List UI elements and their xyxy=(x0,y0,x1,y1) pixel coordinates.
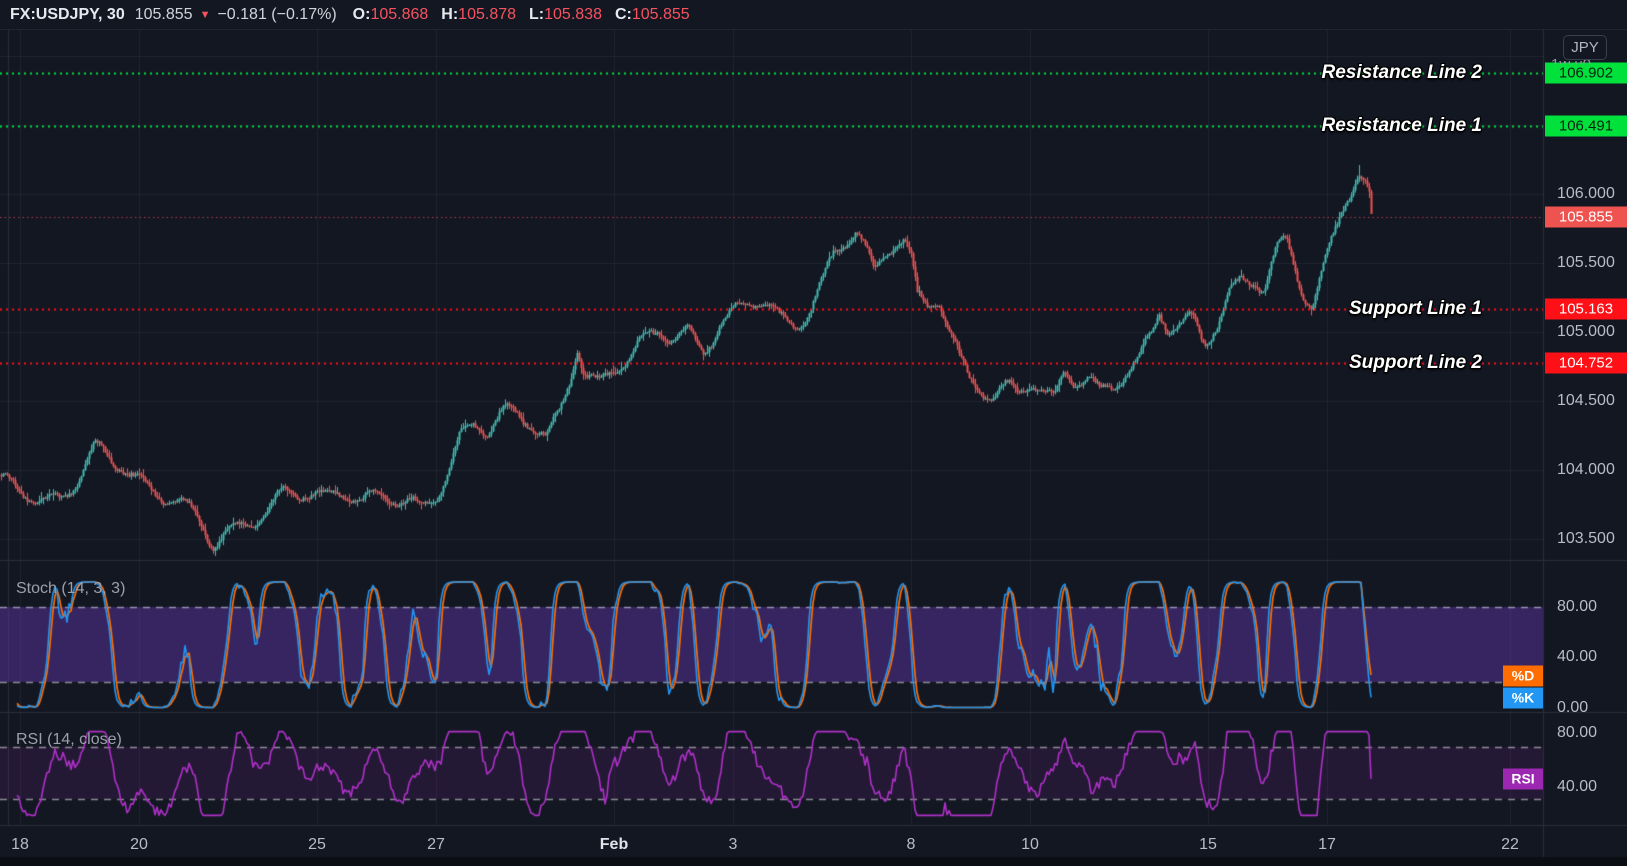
support-line-label[interactable]: Support Line 2 xyxy=(1349,352,1482,373)
stoch-axis-label: 80.00 xyxy=(1557,598,1598,615)
rsi-axis-label: 80.00 xyxy=(1557,724,1598,741)
time-axis-label[interactable]: 3 xyxy=(728,836,738,853)
symbol-info-bar: FX:USDJPY, 30 105.855 ▼ −0.181 (−0.17%) … xyxy=(0,0,1627,30)
time-axis-label[interactable]: 8 xyxy=(906,836,916,853)
currency-unit-button[interactable]: JPY xyxy=(1563,35,1607,60)
stoch-pane-title[interactable]: Stoch (14, 3, 3) xyxy=(16,580,126,597)
support-price-tag: 105.163 xyxy=(1545,298,1627,320)
price-axis-label: 104.500 xyxy=(1557,392,1615,409)
resistance-line-label[interactable]: Resistance Line 2 xyxy=(1321,62,1482,83)
time-axis-label[interactable]: 22 xyxy=(1501,836,1519,853)
price-axis-label: 103.500 xyxy=(1557,530,1615,547)
price-axis-label: 104.000 xyxy=(1557,461,1615,478)
time-axis-label[interactable]: 20 xyxy=(130,836,148,853)
rsi-axis-label: 40.00 xyxy=(1557,778,1598,795)
price-axis[interactable]: 106.000 105.500 105.000 104.500 104.000 103.5… xyxy=(1545,0,1627,866)
resistance-price-tag: 106.902 xyxy=(1545,62,1627,84)
rsi-pane-title[interactable]: RSI (14, close) xyxy=(16,731,122,748)
resistance-line-label[interactable]: Resistance Line 1 xyxy=(1321,115,1482,136)
down-triangle-icon: ▼ xyxy=(199,8,211,21)
time-axis-label[interactable]: 18 xyxy=(11,836,29,853)
stoch-axis-label: 0.00 xyxy=(1557,699,1589,716)
resistance-price-tag: 106.491 xyxy=(1545,115,1627,137)
time-axis-label[interactable]: 25 xyxy=(308,836,326,853)
current-price-tag: 105.855 xyxy=(1545,206,1627,228)
time-axis-label[interactable]: 27 xyxy=(427,836,445,853)
last-price: 105.855 xyxy=(134,5,193,23)
stoch-axis-label: 40.00 xyxy=(1557,648,1598,665)
open-value: O:105.868 xyxy=(352,5,429,23)
rsi-tag: RSI xyxy=(1503,768,1543,790)
price-axis-label: 105.000 xyxy=(1557,323,1615,340)
close-value: C:105.855 xyxy=(614,5,690,23)
symbol-name[interactable]: FX:USDJPY, 30 xyxy=(10,5,125,23)
high-value: H:105.878 xyxy=(441,5,517,23)
low-value: L:105.838 xyxy=(529,5,602,23)
price-change: −0.181 (−0.17%) xyxy=(217,5,337,23)
stoch-pctD-tag: %D xyxy=(1503,665,1543,687)
time-axis-label[interactable]: Feb xyxy=(599,836,629,853)
price-axis-label: 105.500 xyxy=(1557,254,1615,271)
stoch-pctK-tag: %K xyxy=(1503,687,1543,709)
price-axis-label: 106.000 xyxy=(1557,185,1615,202)
time-axis-label[interactable]: 10 xyxy=(1021,836,1039,853)
support-line-label[interactable]: Support Line 1 xyxy=(1349,298,1482,319)
axis-unit-fragment: 1w u0 xyxy=(1551,56,1621,64)
support-price-tag: 104.752 xyxy=(1545,352,1627,374)
time-axis-label[interactable]: 17 xyxy=(1318,836,1336,853)
time-axis-label[interactable]: 15 xyxy=(1199,836,1217,853)
